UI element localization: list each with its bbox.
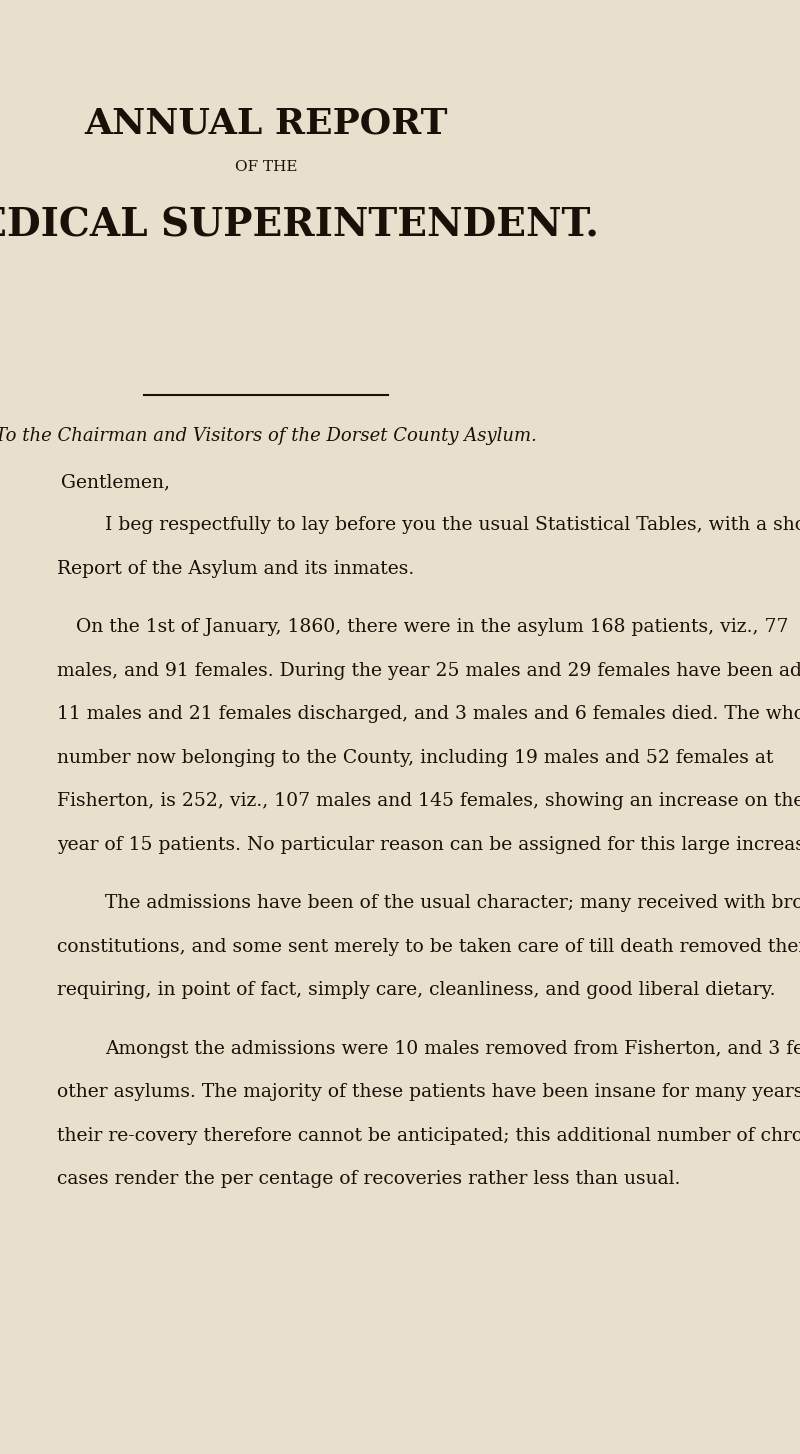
Text: Fisherton, is 252, viz., 107 males and 145 females, showing an increase on the: Fisherton, is 252, viz., 107 males and 1…: [57, 792, 800, 810]
Text: To the Chairman and Visitors of the Dorset County Asylum.: To the Chairman and Visitors of the Dors…: [0, 427, 537, 445]
Text: MEDICAL SUPERINTENDENT.: MEDICAL SUPERINTENDENT.: [0, 206, 598, 244]
Text: ANNUAL REPORT: ANNUAL REPORT: [84, 106, 448, 141]
Text: The admissions have been of the usual character; many received with broken-down: The admissions have been of the usual ch…: [106, 894, 800, 912]
Text: other asylums. The majority of these patients have been insane for many years,: other asylums. The majority of these pat…: [57, 1083, 800, 1101]
Text: Report of the Asylum and its inmates.: Report of the Asylum and its inmates.: [57, 560, 414, 577]
Text: number now belonging to the County, including 19 males and 52 females at: number now belonging to the County, incl…: [57, 749, 773, 766]
Text: I beg respectfully to lay before you the usual Statistical Tables, with a short: I beg respectfully to lay before you the…: [106, 516, 800, 534]
Text: Gentlemen,: Gentlemen,: [62, 474, 170, 491]
Text: their re-covery therefore cannot be anticipated; this additional number of chron: their re-covery therefore cannot be anti…: [57, 1127, 800, 1144]
Text: cases render the per centage of recoveries rather less than usual.: cases render the per centage of recoveri…: [57, 1170, 680, 1188]
Text: 11 males and 21 females discharged, and 3 males and 6 females died. The whole: 11 males and 21 females discharged, and …: [57, 705, 800, 723]
Text: constitutions, and some sent merely to be taken care of till death removed them,: constitutions, and some sent merely to b…: [57, 938, 800, 955]
Text: On the 1st of January, 1860, there were in the asylum 168 patients, viz., 77: On the 1st of January, 1860, there were …: [76, 618, 789, 635]
Text: OF THE: OF THE: [235, 160, 298, 174]
Text: Amongst the admissions were 10 males removed from Fisherton, and 3 females from: Amongst the admissions were 10 males rem…: [106, 1040, 800, 1057]
Text: males, and 91 females. During the year 25 males and 29 females have been admitte: males, and 91 females. During the year 2…: [57, 662, 800, 679]
Text: requiring, in point of fact, simply care, cleanliness, and good liberal dietary.: requiring, in point of fact, simply care…: [57, 981, 775, 999]
Text: year of 15 patients. No particular reason can be assigned for this large increas: year of 15 patients. No particular reaso…: [57, 836, 800, 853]
